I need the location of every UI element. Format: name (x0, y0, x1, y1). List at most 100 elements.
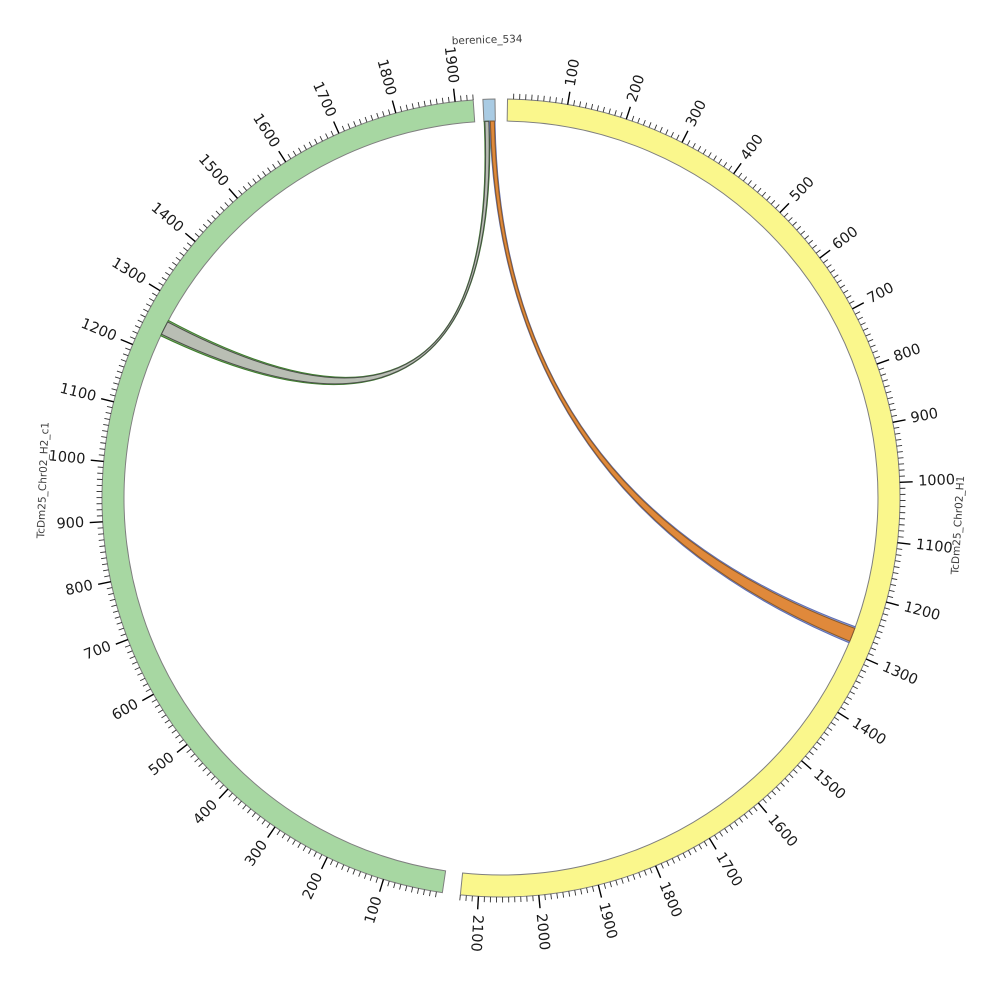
minor-tick-TcDm25_Chr02_H2_c1-1710 (341, 125, 345, 132)
minor-tick-TcDm25_Chr02_H2_c1-1760 (370, 114, 374, 121)
tick-label-TcDm25_Chr02_H2_c1-800: 800 (64, 578, 94, 599)
minor-tick-TcDm25_Chr02_H1-1460 (816, 741, 822, 746)
minor-tick-TcDm25_Chr02_H1-1630 (743, 814, 748, 819)
minor-tick-TcDm25_Chr02_H2_c1-1470 (220, 206, 225, 211)
minor-tick-TcDm25_Chr02_H2_c1-630 (139, 677, 146, 682)
minor-tick-TcDm25_Chr02_H1-1640 (739, 817, 744, 823)
tick-label-TcDm25_Chr02_H2_c1-1000: 1000 (48, 448, 86, 467)
minor-tick-TcDm25_Chr02_H1-1580 (767, 794, 772, 800)
minor-tick-TcDm25_Chr02_H1-290 (676, 134, 680, 140)
minor-tick-TcDm25_Chr02_H1-240 (648, 122, 652, 128)
major-tick-TcDm25_Chr02_H2_c1-1400 (184, 232, 196, 243)
major-tick-TcDm25_Chr02_H1-100 (566, 91, 571, 105)
minor-tick-TcDm25_Chr02_H1-110 (573, 100, 576, 106)
minor-tick-TcDm25_Chr02_H2_c1-720 (118, 627, 124, 631)
minor-tick-TcDm25_Chr02_H2_c1-1670 (319, 136, 323, 142)
minor-tick-TcDm25_Chr02_H1-350 (708, 152, 712, 158)
minor-tick-TcDm25_Chr02_H1-1960 (562, 892, 565, 898)
minor-tick-TcDm25_Chr02_H1-1370 (846, 696, 852, 700)
minor-tick-TcDm25_Chr02_H1-1890 (603, 883, 607, 889)
minor-tick-TcDm25_Chr02_H2_c1-510 (178, 739, 184, 744)
tick-label-TcDm25_Chr02_H2_c1-1400: 1400 (148, 200, 187, 236)
minor-tick-TcDm25_Chr02_H1-1820 (643, 870, 647, 876)
minor-tick-TcDm25_Chr02_H1-610 (823, 259, 829, 264)
minor-tick-TcDm25_Chr02_H1-870 (888, 402, 895, 406)
minor-tick-TcDm25_Chr02_H1-1330 (858, 674, 864, 679)
minor-tick-TcDm25_Chr02_H2_c1-1850 (423, 100, 426, 107)
minor-tick-TcDm25_Chr02_H1-1220 (882, 613, 889, 616)
link-berenice-to-H1-core (489, 120, 856, 642)
minor-tick-TcDm25_Chr02_H1-1270 (872, 641, 879, 645)
major-tick-TcDm25_Chr02_H2_c1-1800 (391, 100, 397, 114)
minor-tick-TcDm25_Chr02_H1-880 (890, 408, 896, 411)
minor-tick-TcDm25_Chr02_H1-1650 (734, 821, 739, 827)
minor-tick-TcDm25_Chr02_H2_c1-710 (120, 633, 127, 637)
tick-label-TcDm25_Chr02_H1-1900: 1900 (595, 901, 620, 941)
minor-tick-TcDm25_Chr02_H2_c1-1040 (101, 436, 107, 438)
minor-tick-TcDm25_Chr02_H1-1380 (843, 701, 849, 706)
minor-tick-TcDm25_Chr02_H1-1390 (840, 706, 846, 711)
tick-label-TcDm25_Chr02_H2_c1-300: 300 (242, 838, 271, 870)
tick-label-TcDm25_Chr02_H1-300: 300 (683, 98, 710, 130)
minor-tick-TcDm25_Chr02_H1-1480 (808, 751, 814, 756)
minor-tick-TcDm25_Chr02_H1-770 (870, 344, 876, 348)
minor-tick-TcDm25_Chr02_H2_c1-1360 (175, 256, 181, 261)
minor-tick-TcDm25_Chr02_H1-1120 (895, 554, 902, 556)
tick-label-TcDm25_Chr02_H1-1000: 1000 (918, 472, 956, 489)
minor-tick-TcDm25_Chr02_H1-1880 (609, 881, 612, 888)
minor-tick-TcDm25_Chr02_H1-440 (752, 183, 757, 189)
minor-tick-TcDm25_Chr02_H1-1210 (884, 607, 890, 610)
minor-tick-TcDm25_Chr02_H2_c1-160 (346, 866, 350, 873)
tick-label-TcDm25_Chr02_H2_c1-700: 700 (82, 639, 114, 664)
minor-tick-TcDm25_Chr02_H1-710 (854, 311, 861, 315)
minor-tick-TcDm25_Chr02_H1-1430 (827, 726, 833, 731)
minor-tick-TcDm25_Chr02_H2_c1-1740 (358, 118, 362, 125)
minor-tick-TcDm25_Chr02_H2_c1-1790 (388, 109, 391, 115)
major-tick-TcDm25_Chr02_H1-2100 (476, 896, 480, 910)
major-tick-TcDm25_Chr02_H1-800 (876, 359, 890, 365)
minor-tick-TcDm25_Chr02_H2_c1-1630 (298, 147, 302, 153)
minor-tick-TcDm25_Chr02_H1-1550 (780, 782, 785, 787)
minor-tick-TcDm25_Chr02_H1-1730 (693, 847, 697, 853)
minor-tick-TcDm25_Chr02_H2_c1-550 (164, 719, 170, 724)
tick-label-TcDm25_Chr02_H1-100: 100 (563, 58, 583, 88)
minor-tick-TcDm25_Chr02_H2_c1-150 (352, 869, 356, 875)
tick-label-TcDm25_Chr02_H2_c1-1900: 1900 (441, 46, 461, 85)
minor-tick-TcDm25_Chr02_H1-70 (549, 96, 551, 103)
sector-name-labels: berenice_534 TcDm25_Chr02_H1 TcDm25_Chr02_… (35, 33, 967, 576)
minor-tick-TcDm25_Chr02_H2_c1-90 (387, 880, 390, 887)
tick-label-TcDm25_Chr02_H1-700: 700 (865, 280, 897, 307)
sector-name-TcDm25_Chr02_H2_c1: TcDm25_Chr02_H2_c1 (35, 422, 52, 540)
tick-label-TcDm25_Chr02_H2_c1-1800: 1800 (373, 58, 398, 98)
minor-tick-TcDm25_Chr02_H1-1450 (820, 736, 826, 741)
minor-tick-TcDm25_Chr02_H2_c1-420 (215, 780, 220, 785)
tick-label-TcDm25_Chr02_H1-1500: 1500 (810, 767, 848, 803)
major-tick-TcDm25_Chr02_H2_c1-1200 (120, 338, 133, 346)
minor-tick-TcDm25_Chr02_H2_c1-1150 (116, 370, 123, 374)
minor-tick-TcDm25_Chr02_H1-210 (631, 115, 635, 122)
minor-tick-TcDm25_Chr02_H2_c1-660 (132, 661, 138, 665)
major-tick-TcDm25_Chr02_H1-1400 (837, 711, 849, 720)
minor-tick-TcDm25_Chr02_H2_c1-1820 (405, 104, 408, 111)
tick-label-TcDm25_Chr02_H1-1800: 1800 (655, 880, 684, 920)
minor-tick-TcDm25_Chr02_H2_c1-1570 (267, 167, 272, 173)
minor-tick-TcDm25_Chr02_H2_c1-1910 (460, 95, 462, 102)
minor-tick-TcDm25_Chr02_H2_c1-520 (175, 734, 181, 739)
minor-tick-TcDm25_Chr02_H1-790 (874, 356, 881, 359)
minor-tick-TcDm25_Chr02_H1-460 (761, 191, 767, 197)
minor-tick-TcDm25_Chr02_H1-840 (884, 385, 890, 388)
minor-tick-TcDm25_Chr02_H1-430 (747, 180, 752, 186)
minor-tick-TcDm25_Chr02_H2_c1-650 (134, 666, 140, 671)
minor-tick-TcDm25_Chr02_H2_c1-870 (98, 539, 105, 541)
minor-tick-TcDm25_Chr02_H2_c1-740 (114, 616, 121, 619)
minor-tick-TcDm25_Chr02_H1-540 (796, 226, 802, 231)
minor-tick-TcDm25_Chr02_H2_c1-580 (154, 704, 160, 708)
major-tick-TcDm25_Chr02_H2_c1-1600 (278, 150, 287, 163)
minor-tick-TcDm25_Chr02_H2_c1-1880 (441, 97, 444, 104)
minor-tick-TcDm25_Chr02_H1-550 (800, 230, 806, 235)
minor-tick-TcDm25_Chr02_H1-650 (836, 279, 842, 284)
minor-tick-TcDm25_Chr02_H2_c1-240 (302, 845, 307, 852)
tick-label-TcDm25_Chr02_H1-1300: 1300 (880, 659, 920, 689)
minor-tick-TcDm25_Chr02_H1-60 (543, 95, 545, 102)
minor-tick-TcDm25_Chr02_H1-360 (713, 155, 717, 161)
